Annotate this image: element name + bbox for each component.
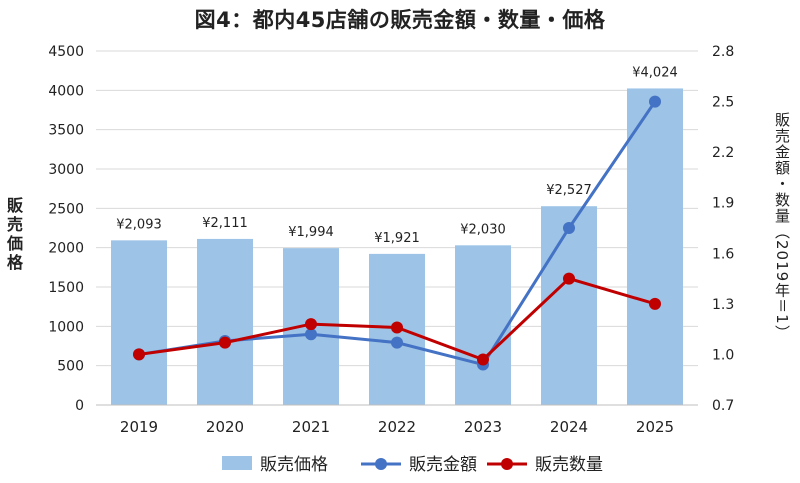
legend-label: 販売金額 xyxy=(409,455,477,475)
series-point-販売数量 xyxy=(649,297,661,310)
y-right-tick-label: 0.7 xyxy=(712,398,734,414)
series-point-販売金額 xyxy=(391,336,403,349)
y-left-tick-label: 3000 xyxy=(48,162,84,178)
x-tick-label: 2023 xyxy=(464,418,502,436)
y-right-tick-label: 2.8 xyxy=(712,44,734,60)
series-point-販売数量 xyxy=(219,336,231,349)
y-left-tick-label: 4500 xyxy=(48,44,84,60)
series-point-販売金額 xyxy=(305,328,317,341)
x-tick-label: 2020 xyxy=(206,418,244,436)
y-right-tick-label: 1.9 xyxy=(712,196,734,212)
x-tick-label: 2024 xyxy=(550,418,588,436)
x-tick-label: 2019 xyxy=(120,418,158,436)
bar-2020 xyxy=(197,238,253,405)
legend-swatch-bar xyxy=(222,456,252,470)
x-tick-label: 2025 xyxy=(636,418,674,436)
y-left-tick-label: 1000 xyxy=(48,319,84,335)
series-point-販売数量 xyxy=(391,321,403,334)
y-left-tick-label: 2000 xyxy=(48,241,84,257)
series-point-販売数量 xyxy=(133,348,145,361)
y-right-tick-label: 1.3 xyxy=(712,297,734,313)
y-left-tick-label: 3500 xyxy=(48,123,84,139)
y-axis-left-label: 販売価格 xyxy=(6,196,23,272)
series-point-販売数量 xyxy=(305,318,317,331)
legend-label: 販売数量 xyxy=(535,455,603,475)
y-left-tick-label: 2500 xyxy=(48,201,84,217)
bar-2019 xyxy=(111,240,167,405)
legend-swatch-marker xyxy=(501,458,513,470)
y-left-tick-label: 4000 xyxy=(48,83,84,99)
y-right-tick-label: 1.6 xyxy=(712,246,734,262)
legend-label: 販売価格 xyxy=(260,455,328,475)
series-point-販売数量 xyxy=(477,353,489,366)
series-point-販売金額 xyxy=(649,95,661,108)
y-right-tick-label: 2.5 xyxy=(712,95,734,111)
y-right-tick-label: 1.0 xyxy=(712,347,734,363)
bar-data-label: ¥2,030 xyxy=(460,222,506,237)
series-point-販売金額 xyxy=(563,222,575,234)
bar-2025 xyxy=(627,88,683,405)
legend-swatch-marker xyxy=(375,458,387,470)
chart-title: 図4：都内45店舗の販売金額・数量・価格 xyxy=(194,8,606,32)
bar-data-label: ¥2,111 xyxy=(202,216,248,231)
bar-data-label: ¥1,994 xyxy=(288,225,334,240)
y-left-tick-label: 500 xyxy=(57,359,84,375)
bar-data-label: ¥4,024 xyxy=(632,65,678,80)
x-tick-label: 2022 xyxy=(378,418,416,436)
bar-2024 xyxy=(541,206,597,405)
series-point-販売数量 xyxy=(563,272,575,285)
bar-2023 xyxy=(455,245,511,405)
y-right-tick-label: 2.2 xyxy=(712,145,734,161)
y-left-tick-label: 1500 xyxy=(48,280,84,296)
x-tick-label: 2021 xyxy=(292,418,330,436)
y-axis-right-label: 販売金額・数量（2019年＝1） xyxy=(773,112,791,341)
y-left-tick-label: 0 xyxy=(75,398,84,414)
bar-data-label: ¥2,093 xyxy=(116,217,162,232)
bar-data-label: ¥1,921 xyxy=(374,231,420,246)
bar-data-label: ¥2,527 xyxy=(546,183,592,198)
